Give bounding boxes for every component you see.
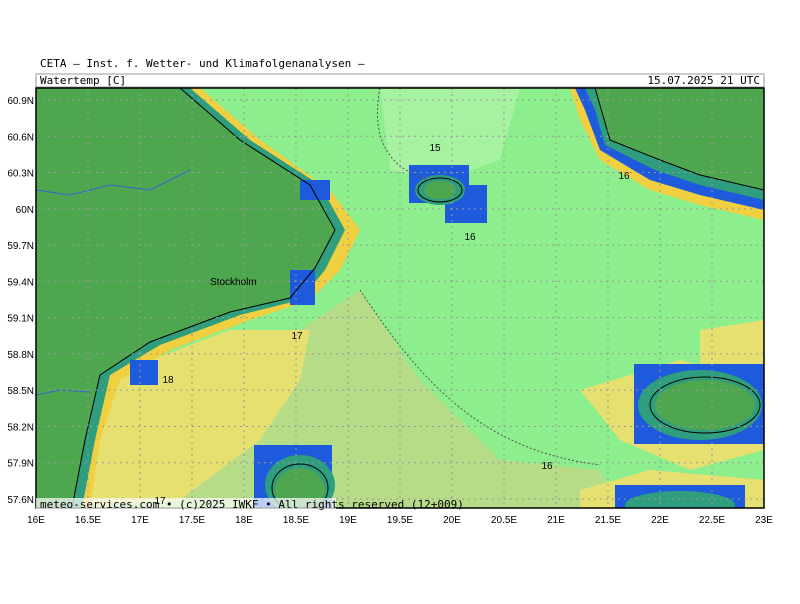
label: Watertemp [C] — [40, 74, 126, 87]
lon-label: 23E — [755, 515, 773, 526]
lat-label: 59.1N — [7, 314, 34, 325]
map-shape — [595, 88, 764, 190]
contour-label: 16 — [541, 461, 553, 472]
map-shape — [380, 88, 520, 180]
lon-label: 21.5E — [595, 515, 621, 526]
label: CETA — Inst. f. Wetter- und Klimafolgena… — [40, 57, 365, 70]
lat-label: 60.6N — [7, 132, 34, 143]
contour-label: 16 — [618, 171, 630, 182]
label: 15.07.2025 21 UTC — [647, 74, 760, 87]
map-shape — [655, 380, 755, 430]
lon-label: 18.5E — [283, 515, 309, 526]
lat-label: 58.2N — [7, 422, 34, 433]
map-shape — [36, 330, 310, 508]
map-shape — [625, 491, 735, 508]
lat-label: 58.5N — [7, 386, 34, 397]
place-label: Stockholm — [210, 277, 257, 288]
lon-label: 20E — [443, 515, 461, 526]
map-shape — [300, 180, 330, 200]
lon-label: 18E — [235, 515, 253, 526]
contour-label: 17 — [154, 496, 166, 507]
lat-label: 59.7N — [7, 241, 34, 252]
contour-label: 17 — [291, 331, 303, 342]
map-shape — [35, 87, 765, 509]
lon-label: 22E — [651, 515, 669, 526]
map-shape — [417, 177, 463, 203]
lat-label: 57.9N — [7, 459, 34, 470]
lon-label: 17.5E — [179, 515, 205, 526]
lat-label: 58.8N — [7, 350, 34, 361]
lon-label: 19E — [339, 515, 357, 526]
map-shape — [649, 376, 761, 434]
contour-label: 15 — [429, 143, 441, 154]
lon-label: 16E — [27, 515, 45, 526]
map-shape — [71, 88, 336, 508]
map-shape — [271, 463, 329, 508]
map-shape — [359, 289, 601, 466]
lon-label: 17E — [131, 515, 149, 526]
lon-label: 22.5E — [699, 515, 725, 526]
lon-label: 20.5E — [491, 515, 517, 526]
map-shape — [35, 73, 765, 88]
map-shape — [36, 88, 335, 508]
map-shape — [376, 88, 431, 181]
lon-label: 19.5E — [387, 515, 413, 526]
lon-label: 21E — [547, 515, 565, 526]
lat-label: 60.9N — [7, 96, 34, 107]
map-shape — [424, 181, 456, 199]
contour-label: 16 — [464, 232, 476, 243]
lat-label: 59.4N — [7, 277, 34, 288]
lon-label: 16.5E — [75, 515, 101, 526]
map-shape — [130, 360, 158, 385]
lat-label: 57.6N — [7, 495, 34, 506]
map-field — [36, 88, 764, 508]
contour-label: 18 — [162, 375, 174, 386]
lat-label: 60.3N — [7, 169, 34, 180]
map-shape — [36, 169, 191, 196]
map-shape — [290, 270, 315, 305]
label: meteo-services.com • (c)2025 IWKF • All … — [40, 498, 464, 511]
lat-label: 60N — [16, 205, 34, 216]
map-shape — [36, 498, 336, 510]
